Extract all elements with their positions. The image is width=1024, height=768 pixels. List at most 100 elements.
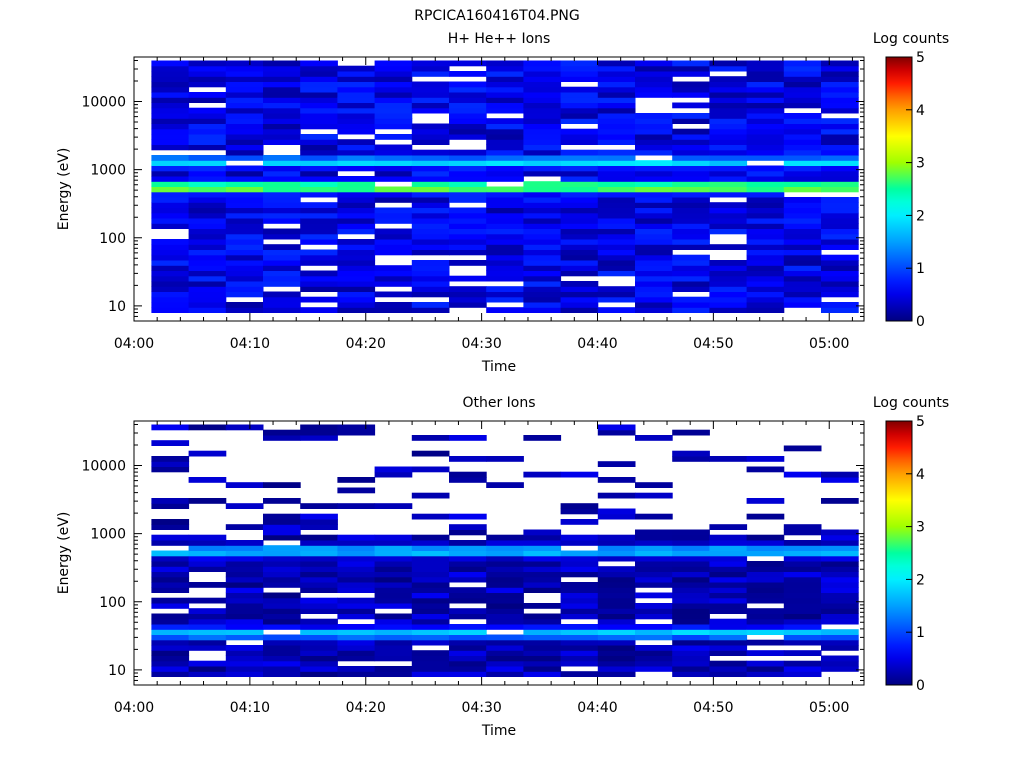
spectrogram-cell (188, 666, 227, 672)
spectrogram-cell (523, 639, 562, 646)
spectrogram-cell (225, 608, 264, 614)
spectrogram-cell (746, 270, 785, 277)
spectrogram-cell (188, 302, 227, 308)
spectrogram-cell (783, 197, 822, 203)
spectrogram-cell (374, 571, 413, 578)
spectrogram-cell (672, 102, 710, 109)
spectrogram-cell (225, 186, 264, 193)
spectrogram-cell (783, 160, 822, 166)
spectrogram-cell (486, 618, 524, 625)
spectrogram-cell (635, 254, 673, 261)
spectrogram-cell (821, 97, 859, 103)
spectrogram-cell (709, 170, 748, 177)
spectrogram-cell (300, 624, 338, 630)
spectrogram-cell (188, 639, 227, 646)
spectrogram-cell (225, 170, 264, 177)
spectrogram-cell (300, 513, 338, 520)
spectrogram-cell (225, 550, 264, 557)
spectrogram-cell (672, 165, 710, 172)
spectrogram-cell (672, 92, 710, 98)
spectrogram-cell (225, 107, 264, 114)
spectrogram-cell (709, 296, 748, 303)
spectrogram-cell (449, 666, 487, 672)
spectrogram-cell (263, 113, 301, 119)
spectrogram-cell (151, 666, 190, 672)
spectrogram-cell (449, 160, 487, 166)
spectrogram-cell (560, 207, 599, 214)
spectrogram-cell (560, 566, 599, 572)
spectrogram-cell (151, 307, 190, 313)
spectrogram-cell (374, 65, 413, 72)
spectrogram-cell (263, 275, 301, 282)
spectrogram-cell (783, 265, 822, 271)
spectrogram-cell (300, 228, 338, 235)
spectrogram-cell (560, 471, 599, 478)
spectrogram-cell (783, 592, 822, 599)
spectrogram-cell (151, 92, 190, 98)
spectrogram-cell (374, 60, 413, 67)
spectrogram-cell (411, 307, 450, 313)
spectrogram-cell (597, 71, 636, 77)
spectrogram-cell (746, 498, 785, 504)
spectrogram-cell (188, 534, 227, 541)
spectrogram-cell (225, 191, 264, 198)
spectrogram-cell (151, 291, 190, 298)
spectrogram-cell (672, 618, 710, 625)
spectrogram-cell (411, 608, 450, 614)
spectrogram-cell (225, 597, 264, 604)
spectrogram-cell (337, 503, 376, 509)
y-tick-label: 10000 (81, 459, 126, 475)
spectrogram-cell (151, 191, 190, 198)
spectrogram-cell (263, 139, 301, 145)
spectrogram-cell (672, 566, 710, 572)
spectrogram-cell (560, 218, 599, 224)
spectrogram-cell (523, 624, 562, 630)
spectrogram-cell (821, 60, 859, 67)
spectrogram-cell (560, 286, 599, 292)
spectrogram-cell (597, 176, 636, 182)
spectrogram-cell (374, 170, 413, 177)
spectrogram-cell (821, 176, 859, 182)
spectrogram-cell (188, 191, 227, 198)
spectrogram-cell (821, 634, 859, 641)
spectrogram-cell (225, 181, 264, 187)
spectrogram-cell (300, 608, 338, 614)
spectrogram-cell (709, 603, 748, 609)
spectrogram-cell (523, 634, 562, 641)
spectrogram-cell (300, 524, 338, 530)
spectrogram-cell (374, 582, 413, 588)
spectrogram-cell (709, 666, 748, 672)
spectrogram-cell (411, 660, 450, 667)
spectrogram-cell (151, 660, 190, 667)
spectrogram-cell (560, 587, 599, 593)
spectrogram-cell (225, 265, 264, 271)
spectrogram-cell (560, 191, 599, 198)
spectrogram-cell (449, 660, 487, 667)
spectrogram-cell (783, 218, 822, 224)
spectrogram-cell (337, 123, 376, 130)
spectrogram-cell (709, 456, 748, 462)
spectrogram-cell (337, 218, 376, 224)
spectrogram-cell (188, 555, 227, 562)
spectrogram-cell (263, 260, 301, 266)
spectrogram-cell (151, 218, 190, 224)
spectrogram-cell (263, 498, 301, 504)
spectrogram-cell (411, 260, 450, 266)
spectrogram-cell (523, 281, 562, 287)
spectrogram-cell (635, 176, 673, 182)
spectrogram-cell (263, 645, 301, 651)
spectrogram-cell (709, 555, 748, 562)
spectrogram-cell (374, 629, 413, 635)
spectrogram-cell (225, 561, 264, 567)
spectrogram-cells (151, 60, 859, 313)
spectrogram-cell (225, 60, 264, 67)
spectrogram-cell (188, 202, 227, 208)
spectrogram-cell (821, 118, 859, 124)
spectrogram-cell (449, 60, 487, 67)
spectrogram-cell (709, 165, 748, 172)
spectrogram-cell (597, 265, 636, 271)
spectrogram-cell (597, 254, 636, 261)
spectrogram-cell (411, 81, 450, 88)
spectrogram-cell (411, 239, 450, 245)
spectrogram-cell (449, 645, 487, 651)
